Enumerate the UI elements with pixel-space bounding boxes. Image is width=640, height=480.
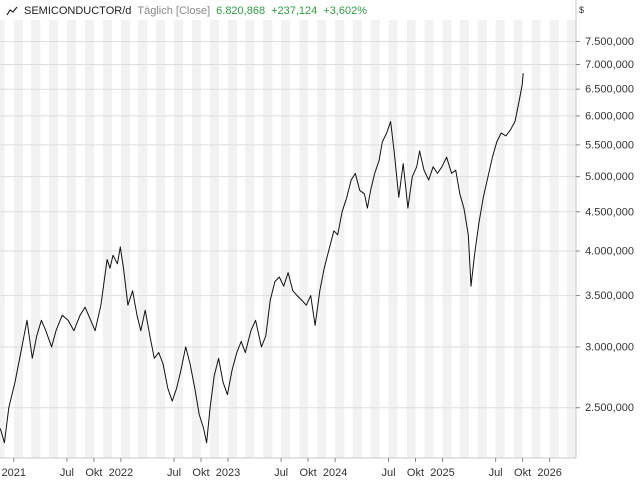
y-tick-label: 5.000,000 xyxy=(585,171,634,183)
month-band xyxy=(477,20,487,458)
grid-lines xyxy=(0,41,576,409)
month-band xyxy=(513,20,523,458)
month-band xyxy=(66,20,76,458)
month-band xyxy=(352,20,362,458)
x-tick-label: Jul xyxy=(381,467,395,479)
month-band xyxy=(317,20,326,458)
y-tick-label: 4.000,000 xyxy=(585,246,634,258)
background-bands xyxy=(0,20,576,458)
x-axis: 2021 Jul Okt 2022 Jul Okt 2023 Jul Okt 2024 Jul Okt… xyxy=(0,457,576,479)
month-band xyxy=(335,20,345,458)
month-band xyxy=(406,20,416,458)
month-band xyxy=(31,20,41,458)
price-line xyxy=(0,73,524,444)
series-layer xyxy=(0,73,524,444)
month-band xyxy=(245,20,255,458)
month-band xyxy=(442,20,452,458)
y-tick-label: 7.000,000 xyxy=(585,59,634,71)
month-band xyxy=(424,20,434,458)
month-band xyxy=(495,20,505,458)
y-tick-label: 6.000,000 xyxy=(585,110,634,122)
x-tick-label: Okt xyxy=(85,467,102,479)
month-band xyxy=(13,20,23,458)
symbol-label: SEMICONDUCTOR/d xyxy=(24,5,132,17)
x-tick-label: 2026 xyxy=(537,467,561,479)
x-tick-label: Okt xyxy=(300,467,317,479)
month-band xyxy=(370,20,380,458)
x-tick-label: Okt xyxy=(514,467,531,479)
currency-label: $ xyxy=(578,5,584,15)
y-tick-label: 6.500,000 xyxy=(585,84,634,96)
month-band xyxy=(49,20,59,458)
x-tick-label: Jul xyxy=(60,467,74,479)
month-band xyxy=(210,20,219,458)
month-band xyxy=(120,20,130,458)
x-tick-label: Okt xyxy=(407,467,424,479)
month-band xyxy=(263,20,273,458)
month-band xyxy=(299,20,309,458)
month-band xyxy=(192,20,201,458)
month-band xyxy=(566,20,576,458)
x-tick-label: 2021 xyxy=(2,467,26,479)
y-tick-label: 7.500,000 xyxy=(585,36,634,48)
line-chart-icon xyxy=(6,6,18,16)
y-tick-label: 2.500,000 xyxy=(585,402,634,414)
y-tick-label: 5.500,000 xyxy=(585,139,634,151)
month-band xyxy=(102,20,112,458)
chart-header: SEMICONDUCTOR/d Täglich [Close] 6.820,86… xyxy=(4,3,369,19)
month-band xyxy=(388,20,398,458)
month-band xyxy=(281,20,291,458)
y-tick-label: 3.000,000 xyxy=(585,341,634,353)
month-band xyxy=(85,20,94,458)
month-band xyxy=(0,20,5,458)
y-tick-label: 4.500,000 xyxy=(585,206,634,218)
month-band xyxy=(156,20,166,458)
interval-label: Täglich [Close] xyxy=(137,5,211,17)
x-tick-label: Jul xyxy=(167,467,181,479)
x-tick-label: 2023 xyxy=(216,467,240,479)
month-band xyxy=(227,20,238,458)
x-tick-label: Okt xyxy=(192,467,209,479)
month-band xyxy=(459,20,469,458)
y-tick-label: 3.500,000 xyxy=(585,290,634,302)
month-band xyxy=(138,20,148,458)
month-band xyxy=(549,20,559,458)
price-change-pct: +3,602% xyxy=(323,5,367,17)
y-axis: 2.500,000 3.000,000 3.500,000 4.000,000 4.50… xyxy=(575,0,634,458)
month-band xyxy=(174,20,184,458)
x-tick-label: Jul xyxy=(489,467,503,479)
month-band xyxy=(531,20,541,458)
x-tick-label: 2024 xyxy=(323,467,347,479)
x-tick-label: 2025 xyxy=(430,467,454,479)
x-tick-label: 2022 xyxy=(109,467,133,479)
x-tick-label: Jul xyxy=(274,467,288,479)
price-change: +237,124 xyxy=(271,5,318,17)
last-price: 6.820,868 xyxy=(216,5,266,17)
